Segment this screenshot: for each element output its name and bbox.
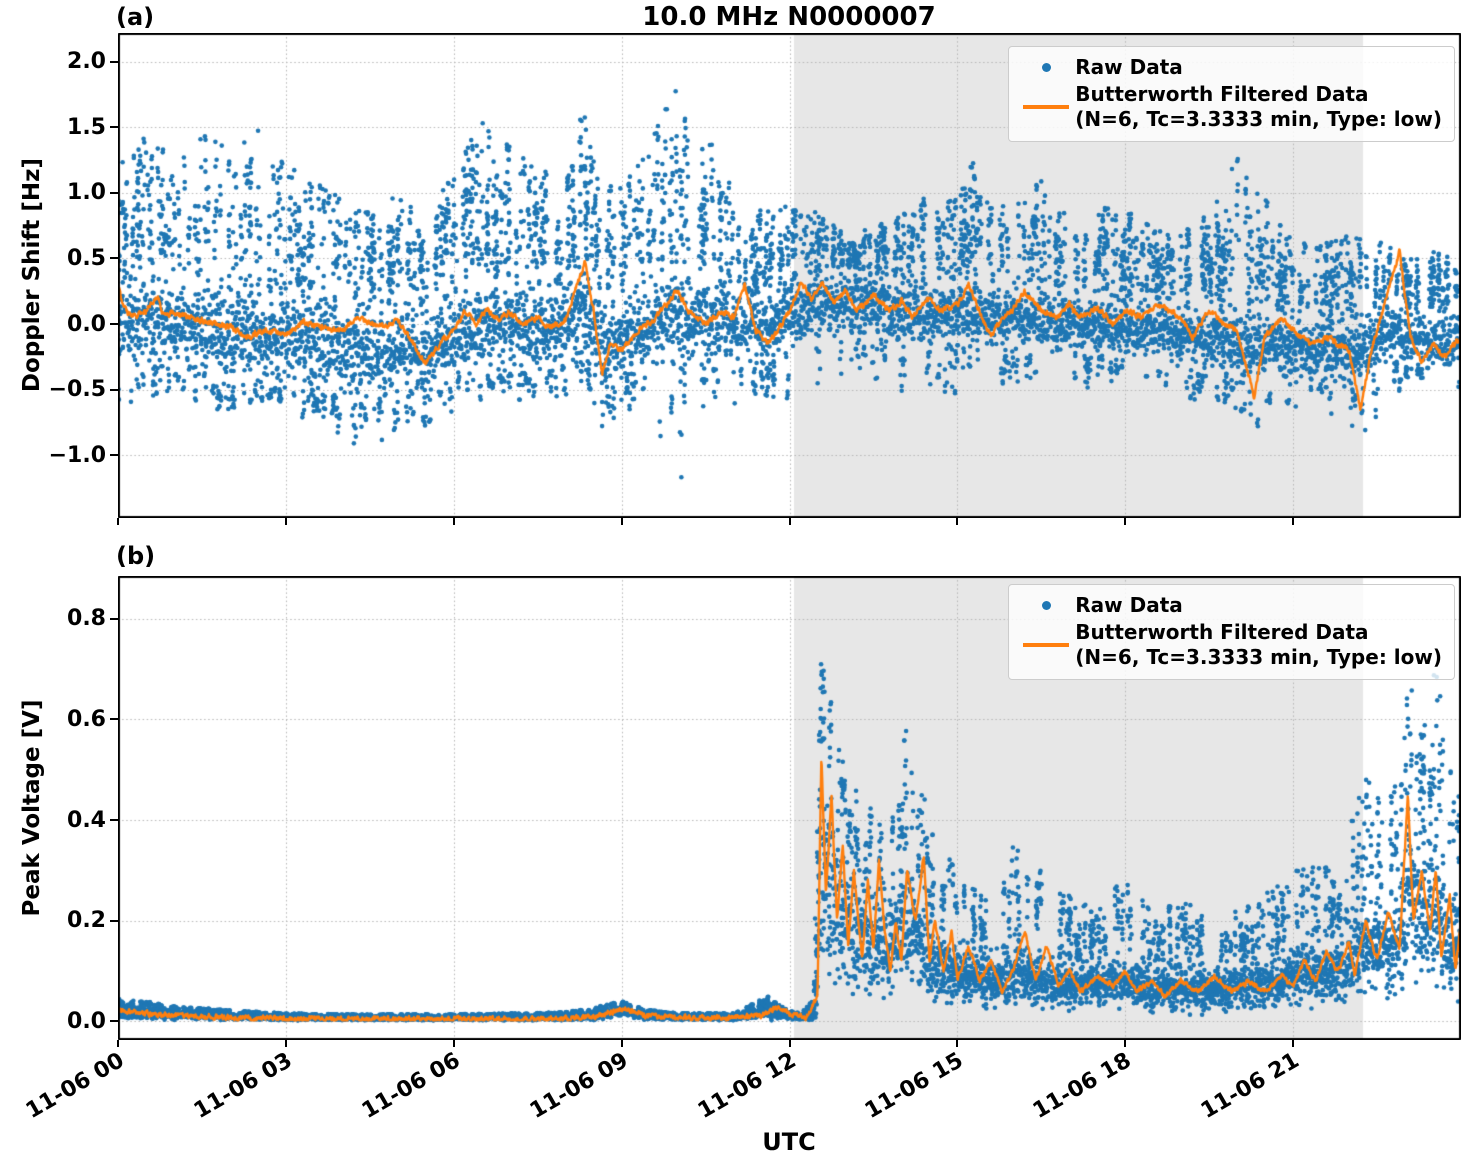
legend-filtered-sublabel: (N=6, Tc=3.3333 min, Type: low)	[1075, 107, 1442, 132]
y-tick	[110, 919, 118, 922]
x-tick	[620, 518, 623, 525]
y-tick	[110, 60, 118, 63]
y-tick	[110, 454, 118, 457]
legend-entry-raw: Raw Data	[1017, 593, 1442, 619]
y-tick-label: 0.5	[67, 245, 106, 271]
y-tick	[110, 388, 118, 391]
raw-data-marker-icon	[1017, 601, 1075, 611]
x-tick	[284, 518, 287, 525]
y-tick-label: 0.4	[67, 807, 106, 833]
legend-filtered-label: Butterworth Filtered Data	[1075, 619, 1369, 644]
y-tick-label: −0.5	[48, 377, 106, 403]
y-tick	[110, 191, 118, 194]
x-axis-label: UTC	[762, 1128, 816, 1156]
y-tick-label: 1.0	[67, 180, 106, 206]
filtered-line-marker-icon	[1017, 643, 1075, 648]
x-tick	[452, 518, 455, 525]
plot-area-a: Raw Data Butterworth Filtered Data (N=6,…	[118, 33, 1461, 518]
y-tick	[110, 819, 118, 822]
legend-entry-filtered: Butterworth Filtered Data (N=6, Tc=3.333…	[1017, 82, 1442, 133]
legend-raw-label: Raw Data	[1075, 593, 1183, 617]
x-tick-label: 11-06 00	[21, 1048, 129, 1124]
x-tick	[1292, 518, 1295, 525]
legend-entry-filtered: Butterworth Filtered Data (N=6, Tc=3.333…	[1017, 620, 1442, 671]
legend-entry-raw: Raw Data	[1017, 55, 1442, 81]
y-tick	[110, 718, 118, 721]
y-tick-label: 2.0	[67, 49, 106, 75]
x-tick	[1292, 1040, 1295, 1047]
legend-a: Raw Data Butterworth Filtered Data (N=6,…	[1008, 46, 1455, 142]
x-tick	[117, 1040, 119, 1047]
y-tick	[110, 323, 118, 325]
y-tick	[110, 617, 118, 620]
filtered-line-marker-icon	[1017, 105, 1075, 110]
y-tick	[110, 1020, 118, 1023]
x-tick-label: 11-06 18	[1029, 1048, 1136, 1124]
x-tick	[788, 518, 791, 525]
y-tick-label: 0.0	[67, 311, 106, 337]
plot-area-b: Raw Data Butterworth Filtered Data (N=6,…	[118, 576, 1461, 1040]
x-tick	[284, 1040, 287, 1047]
x-tick-label: 11-06 09	[525, 1048, 633, 1124]
legend-filtered-sublabel: (N=6, Tc=3.3333 min, Type: low)	[1075, 645, 1442, 670]
x-tick	[956, 1040, 959, 1047]
x-tick	[452, 1040, 455, 1047]
y-tick-label: 1.5	[67, 114, 106, 140]
legend-b: Raw Data Butterworth Filtered Data (N=6,…	[1008, 584, 1455, 680]
x-tick	[1124, 518, 1127, 525]
x-tick-label: 11-06 21	[1197, 1048, 1304, 1124]
panel-a-label: (a)	[116, 3, 155, 31]
x-tick-label: 11-06 06	[357, 1048, 465, 1124]
y-tick-label: 0.6	[67, 706, 106, 732]
y-tick	[110, 126, 118, 129]
y-tick-label: 0.2	[67, 908, 106, 934]
raw-data-marker-icon	[1017, 63, 1075, 73]
x-tick	[620, 1040, 623, 1047]
x-tick-label: 11-06 03	[189, 1048, 297, 1124]
y-tick-label: 0.8	[67, 606, 106, 632]
x-tick	[788, 1040, 791, 1047]
legend-filtered-label: Butterworth Filtered Data	[1075, 81, 1369, 106]
panel-b-label: (b)	[116, 542, 156, 570]
x-tick	[117, 518, 119, 525]
y-tick-label: 0.0	[67, 1008, 106, 1034]
legend-raw-label: Raw Data	[1075, 55, 1183, 79]
x-tick-label: 11-06 15	[861, 1048, 968, 1124]
figure-title: 10.0 MHz N0000007	[642, 2, 936, 32]
x-tick	[1124, 1040, 1127, 1047]
x-tick	[956, 518, 959, 525]
y-tick	[110, 257, 118, 260]
y-tick-label: −1.0	[48, 442, 106, 468]
